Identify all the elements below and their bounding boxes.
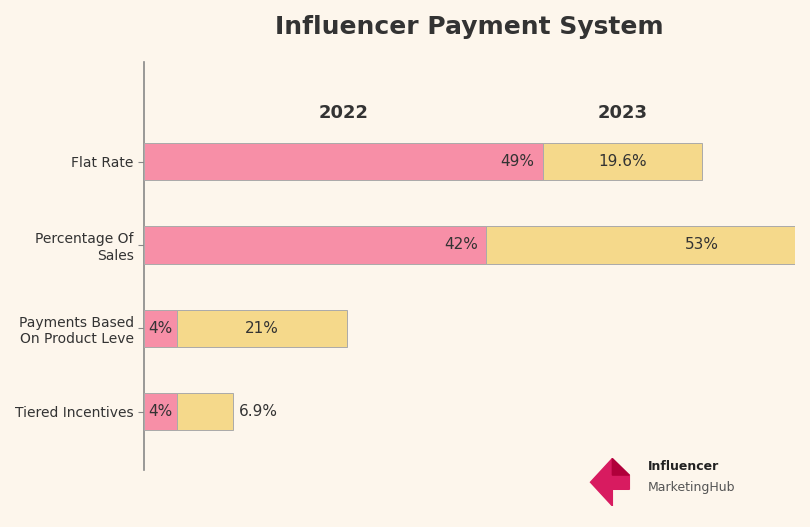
Bar xyxy=(177,393,232,430)
Text: 42%: 42% xyxy=(444,238,478,252)
Bar xyxy=(486,226,810,264)
Text: 49%: 49% xyxy=(501,154,535,169)
Text: 4%: 4% xyxy=(148,404,173,419)
Text: Influencer: Influencer xyxy=(648,460,719,473)
Bar xyxy=(144,393,177,430)
Title: Influencer Payment System: Influencer Payment System xyxy=(275,15,664,39)
Text: MarketingHub: MarketingHub xyxy=(648,481,735,494)
Text: 19.6%: 19.6% xyxy=(598,154,647,169)
Polygon shape xyxy=(590,458,629,506)
Bar xyxy=(144,226,486,264)
Bar xyxy=(144,309,177,347)
Text: 6.9%: 6.9% xyxy=(239,404,279,419)
Text: 4%: 4% xyxy=(148,321,173,336)
Text: 2022: 2022 xyxy=(318,104,369,122)
Bar xyxy=(543,143,702,180)
Bar xyxy=(144,143,543,180)
Text: 2023: 2023 xyxy=(598,104,647,122)
Text: 21%: 21% xyxy=(245,321,279,336)
Polygon shape xyxy=(612,458,629,475)
Text: 53%: 53% xyxy=(684,238,718,252)
Bar xyxy=(177,309,347,347)
